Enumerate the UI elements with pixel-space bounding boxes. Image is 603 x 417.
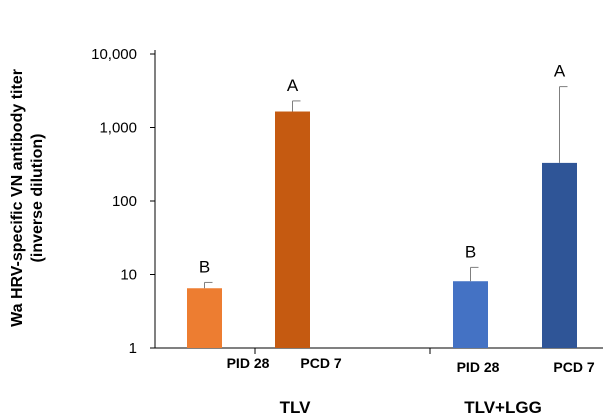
bars xyxy=(187,86,577,349)
x-group-label-0: TLV xyxy=(280,398,312,417)
significance-label-0-1: A xyxy=(287,76,299,95)
labels: B PID 28 A PCD 7 TLV B PID 28 A PCD 7 TLV+LGG xyxy=(199,62,595,417)
significance-label-0-0: B xyxy=(199,257,210,276)
y-tick-label-4: 10,000 xyxy=(91,46,137,63)
y-axis-label-line1: Wa HRV-specific VN antibody titer xyxy=(9,69,26,327)
y-axis-title: Wa HRV-specific VN antibody titer (inver… xyxy=(9,69,46,327)
x-category-label-0-1: PCD 7 xyxy=(300,355,341,371)
x-category-label-0-0: PID 28 xyxy=(227,355,270,371)
y-axis-label-line2: (inverse dilution) xyxy=(29,134,46,263)
bar-0-0 xyxy=(187,288,222,348)
y-ticks: 1 10 100 1,000 10,000 xyxy=(91,46,155,357)
x-category-label-1-0: PID 28 xyxy=(457,359,500,375)
x-category-label-1-1: PCD 7 xyxy=(553,359,594,375)
bar-1-1 xyxy=(542,162,577,348)
y-tick-label-0: 1 xyxy=(129,340,137,357)
significance-label-1-1: A xyxy=(554,62,566,81)
y-tick-label-1: 10 xyxy=(120,267,137,284)
x-group-label-1: TLV+LGG xyxy=(464,398,542,417)
axes xyxy=(154,50,603,354)
bar-1-0 xyxy=(453,281,488,348)
y-tick-label-2: 100 xyxy=(112,193,137,210)
significance-label-1-0: B xyxy=(465,242,476,261)
bar-0-1 xyxy=(275,111,310,349)
y-tick-label-3: 1,000 xyxy=(99,120,137,137)
